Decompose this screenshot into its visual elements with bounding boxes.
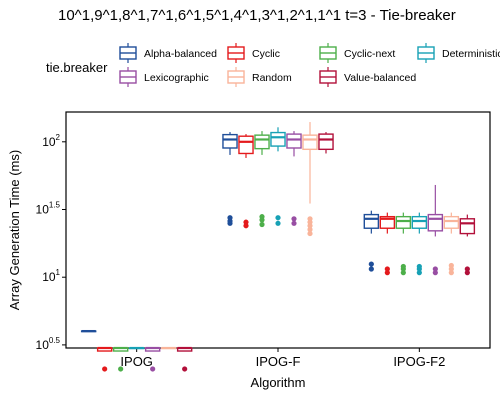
legend-item-lexicographic[interactable]: Lexicographic (119, 67, 209, 87)
x-tick-label: IPOG (120, 354, 153, 369)
box-value-balanced (176, 346, 193, 372)
box-cyclic-next (112, 346, 129, 372)
box-body (270, 131, 286, 147)
box-random (443, 212, 460, 276)
box-body (238, 135, 254, 155)
box-cyclic (238, 134, 254, 229)
x-tick-label: IPOG-F2 (393, 354, 445, 369)
box-body (443, 215, 460, 229)
y-tick-label: 100.5 (36, 336, 61, 352)
outlier-point (182, 366, 188, 372)
box-deterministic (411, 212, 428, 276)
outlier-point (259, 221, 265, 228)
legend-title: tie.breaker (46, 60, 108, 75)
outlier-point (291, 216, 297, 222)
outlier-point (432, 270, 438, 276)
outlier-point (275, 220, 281, 226)
outlier-point (243, 219, 249, 225)
legend-item-alpha-balanced[interactable]: Alpha-balanced (119, 43, 217, 63)
outlier-point (368, 266, 374, 272)
box-random (160, 346, 177, 350)
box-body (379, 215, 396, 229)
outlier-point (243, 223, 249, 229)
outlier-point (400, 263, 406, 270)
box-lexicographic (144, 346, 161, 372)
box-body (254, 134, 270, 150)
outlier-point (227, 215, 233, 221)
legend-label: Lexicographic (144, 72, 209, 84)
outlier-point (384, 270, 390, 276)
box-lexicographic (286, 131, 302, 226)
outlier-point (416, 263, 422, 270)
outlier-point (307, 223, 313, 229)
outlier-point (432, 266, 438, 272)
legend-label: Cyclic-next (344, 48, 395, 60)
box-cyclic (379, 212, 396, 276)
legend-item-random[interactable]: Random (227, 67, 292, 87)
legend-label: Deterministic (442, 48, 500, 60)
box-value-balanced (318, 132, 334, 154)
outlier-point (307, 230, 313, 237)
box-body (395, 215, 412, 229)
box-body (286, 133, 302, 149)
box-alpha-balanced (363, 210, 380, 272)
box-alpha-balanced (222, 132, 238, 226)
box-body (411, 215, 428, 229)
box-alpha-balanced (80, 329, 97, 333)
x-axis-label: Algorithm (251, 375, 306, 390)
x-axis: IPOG IPOG-F IPOG-F2 (120, 348, 445, 369)
box-body (318, 133, 334, 151)
y-axis: 100.5 101 101.5 102 (36, 133, 66, 352)
box-cyclic (96, 346, 113, 372)
outlier-point (368, 261, 374, 267)
legend-item-cyclic[interactable]: Cyclic (227, 43, 280, 63)
outlier-point (102, 366, 108, 372)
legend-label: Value-balanced (344, 72, 416, 84)
outlier-point (416, 270, 422, 276)
outlier-point (400, 270, 406, 276)
box-lexicographic (427, 184, 444, 276)
outlier-point (464, 266, 470, 272)
boxes-layer (80, 122, 476, 372)
outlier-point (307, 226, 313, 233)
box-deterministic (270, 127, 286, 226)
outlier-point (307, 216, 313, 222)
legend-label: Alpha-balanced (144, 48, 217, 60)
legend-label: Random (252, 72, 292, 84)
legend-item-deterministic[interactable]: Deterministic (417, 43, 500, 63)
outlier-point (448, 262, 454, 269)
y-tick-label: 101 (42, 268, 60, 284)
y-tick-label: 102 (42, 133, 60, 149)
box-value-balanced (459, 214, 476, 276)
legend: tie.breaker Alpha-balanced Cyclic Cyclic-n… (46, 43, 500, 87)
legend-label: Cyclic (252, 48, 280, 60)
box-cyclic-next (395, 212, 412, 276)
y-tick-label: 101.5 (36, 201, 61, 217)
outlier-point (448, 270, 454, 276)
box-random (302, 122, 318, 237)
outlier-point (150, 366, 156, 372)
box-body (302, 134, 318, 151)
outlier-point (291, 220, 297, 226)
box-cyclic-next (254, 131, 270, 228)
legend-item-cyclic-next[interactable]: Cyclic-next (319, 43, 395, 63)
box-deterministic (128, 346, 145, 350)
box-body (363, 213, 380, 229)
outlier-point (259, 214, 265, 220)
outlier-point (118, 366, 124, 372)
box-body (427, 213, 444, 232)
legend-item-value-balanced[interactable]: Value-balanced (319, 67, 416, 87)
chart-title: 10^1,9^1,8^1,7^1,6^1,5^1,4^1,3^1,2^1,1^1… (58, 7, 456, 24)
y-axis-label: Array Generation Time (ms) (7, 150, 22, 310)
box-body (222, 133, 238, 149)
x-tick-label: IPOG-F (256, 354, 301, 369)
box-body (459, 218, 476, 235)
outlier-point (275, 215, 281, 221)
outlier-point (464, 270, 470, 276)
outlier-point (384, 266, 390, 272)
